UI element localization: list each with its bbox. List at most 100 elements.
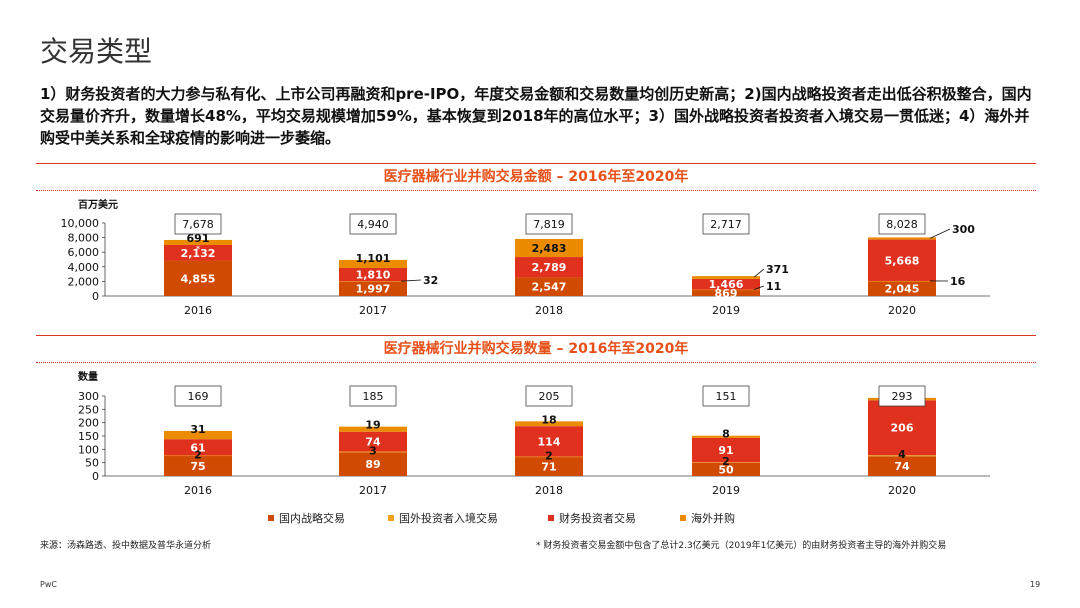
bar-segment-outbound bbox=[164, 239, 232, 245]
deal-count-chart: 数量05010015020025030075261311692016893741… bbox=[78, 370, 990, 497]
callout-line bbox=[400, 279, 422, 282]
bar-segment-domestic bbox=[164, 456, 232, 476]
legend-label-financial: 财务投资者交易 bbox=[559, 512, 636, 525]
x-tick-label: 2018 bbox=[535, 484, 563, 497]
chart-legend: 国内战略交易 国外投资者入境交易 财务投资者交易 海外并购 bbox=[0, 510, 1080, 526]
page-number: 19 bbox=[1030, 580, 1041, 589]
y-tick-label: 200 bbox=[78, 417, 99, 430]
data-label-outbound: 31 bbox=[190, 423, 205, 436]
data-label-financial: 1,810 bbox=[356, 269, 391, 282]
y-axis-label: 数量 bbox=[78, 370, 98, 383]
total-label: 151 bbox=[716, 390, 737, 403]
x-tick-label: 2016 bbox=[184, 304, 212, 317]
data-label-domestic: 2,547 bbox=[532, 281, 567, 294]
bar-segment-foreign_inbound bbox=[692, 289, 760, 291]
data-label-financial: 91 bbox=[718, 444, 733, 457]
x-tick-label: 2017 bbox=[359, 304, 387, 317]
y-tick-label: 250 bbox=[78, 403, 99, 416]
bar-segment-outbound bbox=[515, 421, 583, 427]
y-tick-label: 10,000 bbox=[61, 217, 100, 230]
brand-label: PwC bbox=[40, 580, 57, 589]
y-tick-label: 50 bbox=[85, 457, 99, 470]
bar-segment-outbound bbox=[339, 426, 407, 432]
y-tick-label: 300 bbox=[78, 390, 99, 403]
total-label: 7,678 bbox=[182, 218, 214, 231]
bar-segment-outbound bbox=[515, 238, 583, 258]
legend-label-domestic: 国内战略交易 bbox=[279, 512, 345, 525]
legend-label-foreign-inbound: 国外投资者入境交易 bbox=[399, 512, 498, 525]
data-label-financial: 114 bbox=[538, 435, 561, 448]
y-tick-label: 100 bbox=[78, 443, 99, 456]
y-tick-label: 150 bbox=[78, 430, 99, 443]
page-title: 交易类型 bbox=[40, 35, 153, 68]
total-box bbox=[349, 385, 397, 407]
total-box bbox=[878, 213, 926, 235]
total-box bbox=[349, 213, 397, 235]
data-label-outbound: 371 bbox=[766, 263, 789, 276]
bar-segment-domestic bbox=[515, 457, 583, 476]
legend-item-financial: 财务投资者交易 bbox=[548, 510, 636, 526]
x-tick-label: 2020 bbox=[888, 304, 916, 317]
bar-segment-outbound bbox=[164, 430, 232, 440]
data-label-domestic: 75 bbox=[190, 460, 205, 473]
total-box bbox=[174, 213, 222, 235]
chart2-title: 医疗器械行业并购交易数量 – 2016年至2020年 bbox=[36, 335, 1036, 363]
data-label-foreign_inbound: 3 bbox=[369, 444, 377, 457]
data-label-foreign_inbound: 2 bbox=[722, 455, 730, 468]
data-label-financial: 1,466 bbox=[709, 278, 744, 291]
total-box bbox=[174, 385, 222, 407]
x-tick-label: 2019 bbox=[712, 484, 740, 497]
intro-paragraph: 1）财务投资者的大力参与私有化、上市公司再融资和pre-IPO，年度交易金额和交… bbox=[40, 85, 1032, 147]
legend-swatch-financial bbox=[548, 515, 554, 521]
x-tick-label: 2020 bbox=[888, 484, 916, 497]
bar-segment-domestic bbox=[692, 462, 760, 476]
total-box bbox=[525, 213, 573, 235]
source-note: 来源：汤森路透、投中数据及普华永道分析 bbox=[40, 541, 212, 551]
data-label-outbound: 19 bbox=[365, 419, 380, 432]
data-label-outbound: 18 bbox=[541, 413, 556, 426]
total-box bbox=[702, 213, 750, 235]
data-label-domestic: 4,855 bbox=[181, 272, 216, 285]
chart1-title: 医疗器械行业并购交易金额 – 2016年至2020年 bbox=[36, 163, 1036, 191]
data-label-foreign_inbound: 4 bbox=[898, 448, 906, 461]
bar-segment-foreign_inbound bbox=[868, 455, 936, 457]
bar-segment-domestic bbox=[339, 452, 407, 476]
total-box bbox=[702, 385, 750, 407]
bar-segment-domestic bbox=[515, 277, 583, 296]
bar-segment-foreign_inbound bbox=[339, 451, 407, 453]
data-label-domestic: 50 bbox=[718, 463, 734, 476]
callout-line bbox=[753, 285, 765, 290]
bar-segment-financial bbox=[515, 257, 583, 278]
x-tick-label: 2016 bbox=[184, 484, 212, 497]
x-tick-label: 2019 bbox=[712, 304, 740, 317]
bar-segment-foreign_inbound bbox=[692, 462, 760, 463]
footnote: * 财务投资者交易金额中包含了总计2.3亿美元（2019年1亿美元）的由财务投资… bbox=[536, 541, 947, 551]
callout-line bbox=[753, 268, 765, 278]
x-tick-label: 2017 bbox=[359, 484, 387, 497]
bar-segment-domestic bbox=[339, 281, 407, 296]
bar-segment-foreign_inbound bbox=[164, 455, 232, 457]
legend-swatch-foreign-inbound bbox=[388, 515, 394, 521]
bar-segment-domestic bbox=[868, 281, 936, 296]
data-label-domestic: 89 bbox=[365, 458, 380, 471]
data-label-outbound: 691 bbox=[187, 232, 210, 245]
data-label-outbound: 8 bbox=[722, 428, 730, 441]
bar-segment-financial bbox=[515, 426, 583, 457]
data-label-financial: 206 bbox=[891, 422, 914, 435]
data-label-foreign_inbound: 16 bbox=[950, 275, 966, 288]
bar-segment-foreign_inbound bbox=[868, 280, 936, 282]
legend-item-foreign-inbound: 国外投资者入境交易 bbox=[388, 510, 498, 526]
total-label: 293 bbox=[892, 390, 913, 403]
data-label-financial: 2,132 bbox=[181, 247, 216, 260]
x-tick-label: 2018 bbox=[535, 304, 563, 317]
data-label-domestic: 71 bbox=[541, 461, 556, 474]
total-label: 2,717 bbox=[710, 218, 742, 231]
total-label: 7,819 bbox=[533, 218, 565, 231]
data-label-outbound: 300 bbox=[952, 223, 975, 236]
bar-segment-financial bbox=[692, 437, 760, 463]
legend-label-outbound: 海外并购 bbox=[691, 512, 735, 525]
data-marker: * bbox=[196, 245, 201, 255]
y-tick-label: 4,000 bbox=[68, 261, 100, 274]
data-label-financial: 61 bbox=[190, 441, 205, 454]
